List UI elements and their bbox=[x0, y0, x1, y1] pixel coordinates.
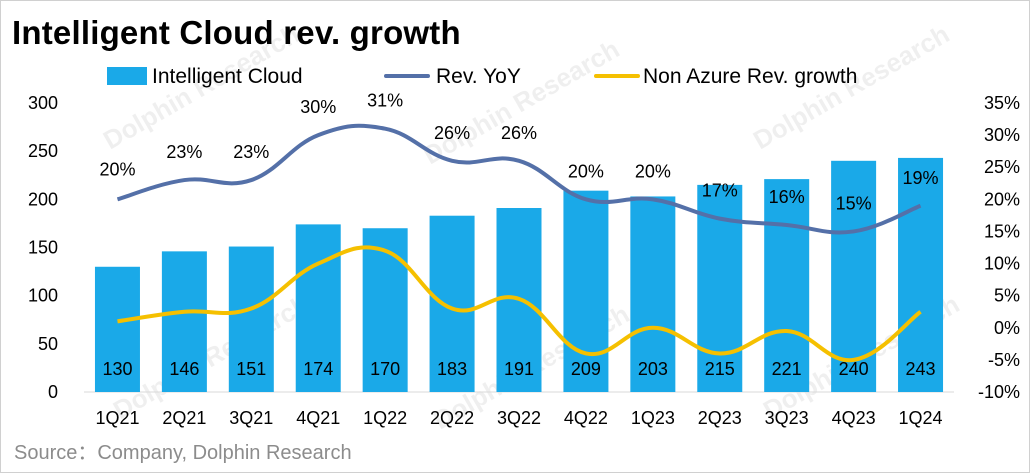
y-left-tick-label: 50 bbox=[38, 334, 58, 354]
y-right-tick-label: 15% bbox=[984, 221, 1020, 241]
yoy-data-label: 19% bbox=[903, 168, 939, 188]
bar-4q22 bbox=[563, 190, 609, 392]
y-right-tick-label: 35% bbox=[984, 93, 1020, 113]
yoy-data-label: 17% bbox=[702, 181, 738, 201]
x-tick-label: 4Q21 bbox=[296, 408, 340, 428]
bar-2q21 bbox=[161, 251, 207, 392]
bar-data-label: 191 bbox=[504, 359, 534, 379]
legend-label-intelligent-cloud: Intelligent Cloud bbox=[152, 65, 303, 88]
bar-3q23 bbox=[764, 179, 810, 392]
x-tick-label: 3Q22 bbox=[497, 408, 541, 428]
yoy-data-label: 26% bbox=[501, 123, 537, 143]
bar-1q23 bbox=[630, 196, 676, 392]
x-tick-label: 1Q21 bbox=[95, 408, 139, 428]
bar-data-label: 183 bbox=[437, 359, 467, 379]
y-right-tick-label: 30% bbox=[984, 125, 1020, 145]
bar-4q21 bbox=[295, 224, 341, 392]
y-right-tick-label: 20% bbox=[984, 189, 1020, 209]
bar-data-label: 130 bbox=[102, 359, 132, 379]
yoy-data-label: 16% bbox=[769, 187, 805, 207]
y-right-tick-label: -10% bbox=[978, 382, 1020, 402]
yoy-data-label: 23% bbox=[166, 142, 202, 162]
x-tick-label: 4Q22 bbox=[564, 408, 608, 428]
bar-data-label: 170 bbox=[370, 359, 400, 379]
bar-1q22 bbox=[362, 228, 408, 392]
x-tick-label: 1Q22 bbox=[363, 408, 407, 428]
y-right-tick-label: -5% bbox=[988, 350, 1020, 370]
y-left-tick-label: 300 bbox=[28, 93, 58, 113]
yoy-data-label: 26% bbox=[434, 123, 470, 143]
x-tick-label: 4Q23 bbox=[832, 408, 876, 428]
legend-swatch-intelligent-cloud bbox=[107, 67, 147, 85]
bar-2q22 bbox=[429, 215, 475, 392]
x-tick-label: 1Q24 bbox=[899, 408, 943, 428]
bar-data-label: 209 bbox=[571, 359, 601, 379]
source-note: Source：Company, Dolphin Research bbox=[14, 442, 352, 464]
y-right-tick-label: 10% bbox=[984, 254, 1020, 274]
x-tick-label: 1Q23 bbox=[631, 408, 675, 428]
bar-3q21 bbox=[228, 246, 274, 392]
x-tick-label: 3Q23 bbox=[765, 408, 809, 428]
chart-title: Intelligent Cloud rev. growth bbox=[12, 14, 461, 51]
y-left-tick-label: 150 bbox=[28, 238, 58, 258]
x-tick-label: 3Q21 bbox=[229, 408, 273, 428]
yoy-data-label: 15% bbox=[836, 193, 872, 213]
bar-data-label: 151 bbox=[236, 359, 266, 379]
y-left-tick-label: 250 bbox=[28, 141, 58, 161]
yoy-data-label: 20% bbox=[99, 159, 135, 179]
bar-data-label: 221 bbox=[772, 359, 802, 379]
yoy-data-label: 20% bbox=[635, 161, 671, 181]
x-tick-label: 2Q22 bbox=[430, 408, 474, 428]
y-right-tick-label: 0% bbox=[994, 318, 1020, 338]
legend-label-non-azure: Non Azure Rev. growth bbox=[643, 65, 857, 88]
bar-data-label: 203 bbox=[638, 359, 668, 379]
yoy-data-label: 20% bbox=[568, 161, 604, 181]
y-right-tick-label: 25% bbox=[984, 157, 1020, 177]
yoy-data-label: 30% bbox=[300, 97, 336, 117]
bar-data-label: 240 bbox=[839, 359, 869, 379]
y-right-tick-label: 5% bbox=[994, 286, 1020, 306]
yoy-data-label: 31% bbox=[367, 91, 403, 111]
bar-data-label: 243 bbox=[906, 359, 936, 379]
bar-data-label: 174 bbox=[303, 359, 333, 379]
y-left-tick-label: 100 bbox=[28, 286, 58, 306]
y-left-tick-label: 0 bbox=[48, 382, 58, 402]
bar-1q21 bbox=[94, 266, 140, 392]
watermark-text: Dolphin Research bbox=[418, 34, 624, 171]
bar-data-label: 215 bbox=[705, 359, 735, 379]
x-tick-label: 2Q21 bbox=[162, 408, 206, 428]
legend-label-rev-yoy: Rev. YoY bbox=[436, 65, 521, 88]
bar-data-label: 146 bbox=[169, 359, 199, 379]
y-left-tick-label: 200 bbox=[28, 189, 58, 209]
yoy-data-label: 23% bbox=[233, 142, 269, 162]
line-non-azure-growth bbox=[117, 245, 922, 363]
x-tick-label: 2Q23 bbox=[698, 408, 742, 428]
bar-1q24 bbox=[898, 157, 944, 392]
